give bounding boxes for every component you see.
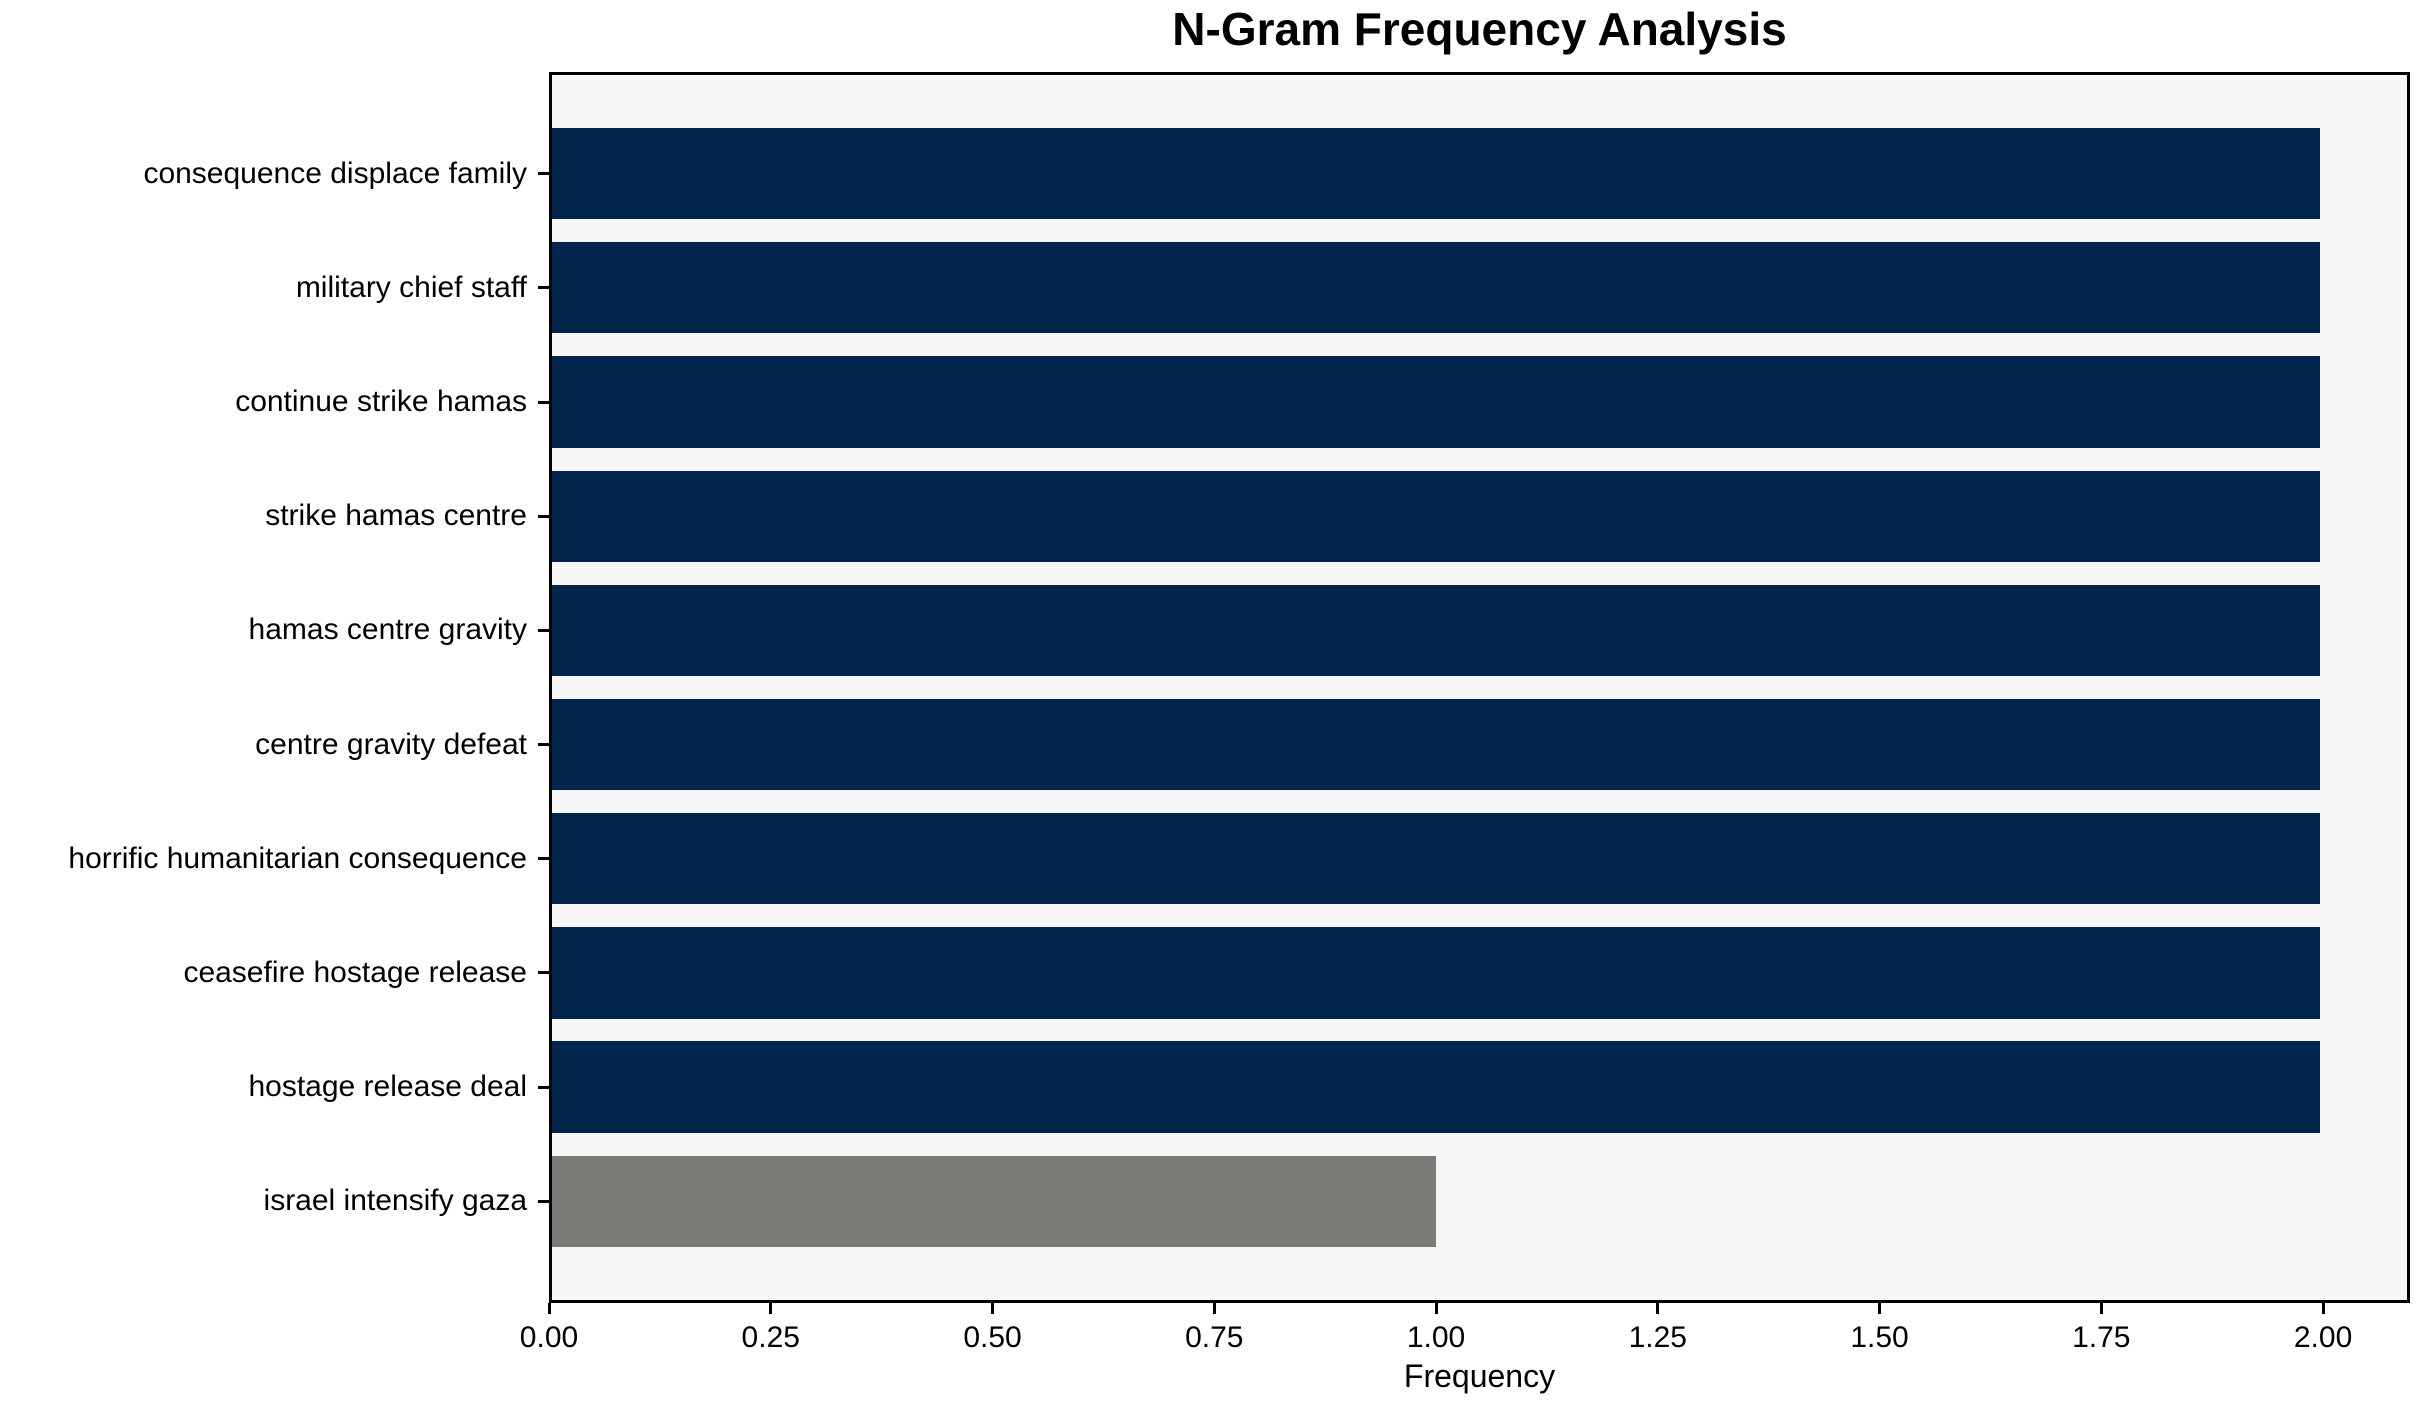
x-axis-tick-label: 2.00: [2293, 1321, 2353, 1354]
y-axis-label: ceasefire hostage release: [183, 955, 527, 989]
y-tick-mark: [538, 1085, 549, 1089]
bar-4: [552, 470, 2321, 562]
bar-3: [552, 356, 2321, 448]
plot-area: [549, 72, 2410, 1303]
y-tick-mark: [538, 971, 549, 975]
y-axis-label: consequence displace family: [143, 156, 527, 190]
bar-9: [552, 1041, 2321, 1133]
y-axis-label: hostage release deal: [248, 1070, 527, 1104]
y-tick-mark: [538, 857, 549, 861]
y-tick-mark: [538, 743, 549, 747]
x-tick-mark: [1878, 1303, 1882, 1314]
y-axis-label: israel intensify gaza: [263, 1184, 527, 1218]
y-tick-mark: [538, 514, 549, 518]
y-axis-label: continue strike hamas: [235, 385, 527, 419]
x-axis-tick-label: 0.50: [963, 1321, 1022, 1354]
x-tick-mark: [1656, 1303, 1660, 1314]
bar-8: [552, 927, 2321, 1019]
x-tick-mark: [2321, 1303, 2325, 1314]
x-axis-tick-label: 1.00: [1406, 1321, 1466, 1354]
y-axis-label: strike hamas centre: [265, 499, 527, 533]
bar-7: [552, 813, 2321, 905]
bar-6: [552, 698, 2321, 791]
x-axis-tick-label: 1.75: [2072, 1321, 2131, 1354]
y-axis-label: horrific humanitarian consequence: [68, 841, 527, 875]
y-tick-mark: [538, 628, 549, 632]
x-axis-tick-label: 1.50: [1850, 1321, 1909, 1354]
x-axis-tick-label: 0.25: [741, 1321, 800, 1354]
x-tick-mark: [769, 1303, 773, 1314]
x-tick-mark: [547, 1303, 551, 1314]
bar-2: [552, 242, 2321, 334]
x-axis-tick-label: 0.00: [519, 1321, 579, 1354]
chart-title: N-Gram Frequency Analysis: [1172, 3, 1787, 55]
x-tick-mark: [1212, 1303, 1216, 1314]
y-tick-mark: [538, 172, 549, 176]
y-axis-label: military chief staff: [295, 270, 527, 304]
x-tick-mark: [991, 1303, 995, 1314]
bar-5: [552, 584, 2321, 677]
x-axis-tick-label: 0.75: [1185, 1321, 1244, 1354]
bar-1: [552, 127, 2321, 220]
x-axis-tick-label: 1.25: [1628, 1321, 1687, 1354]
x-axis-label: Frequency: [1403, 1358, 1556, 1394]
x-tick-mark: [1434, 1303, 1438, 1314]
x-tick-mark: [2099, 1303, 2103, 1314]
y-tick-mark: [538, 1199, 549, 1203]
bar-10: [552, 1155, 1437, 1248]
y-axis-label: centre gravity defeat: [255, 727, 527, 761]
y-tick-mark: [538, 286, 549, 290]
y-tick-mark: [538, 400, 549, 404]
y-axis-label: hamas centre gravity: [248, 613, 527, 647]
